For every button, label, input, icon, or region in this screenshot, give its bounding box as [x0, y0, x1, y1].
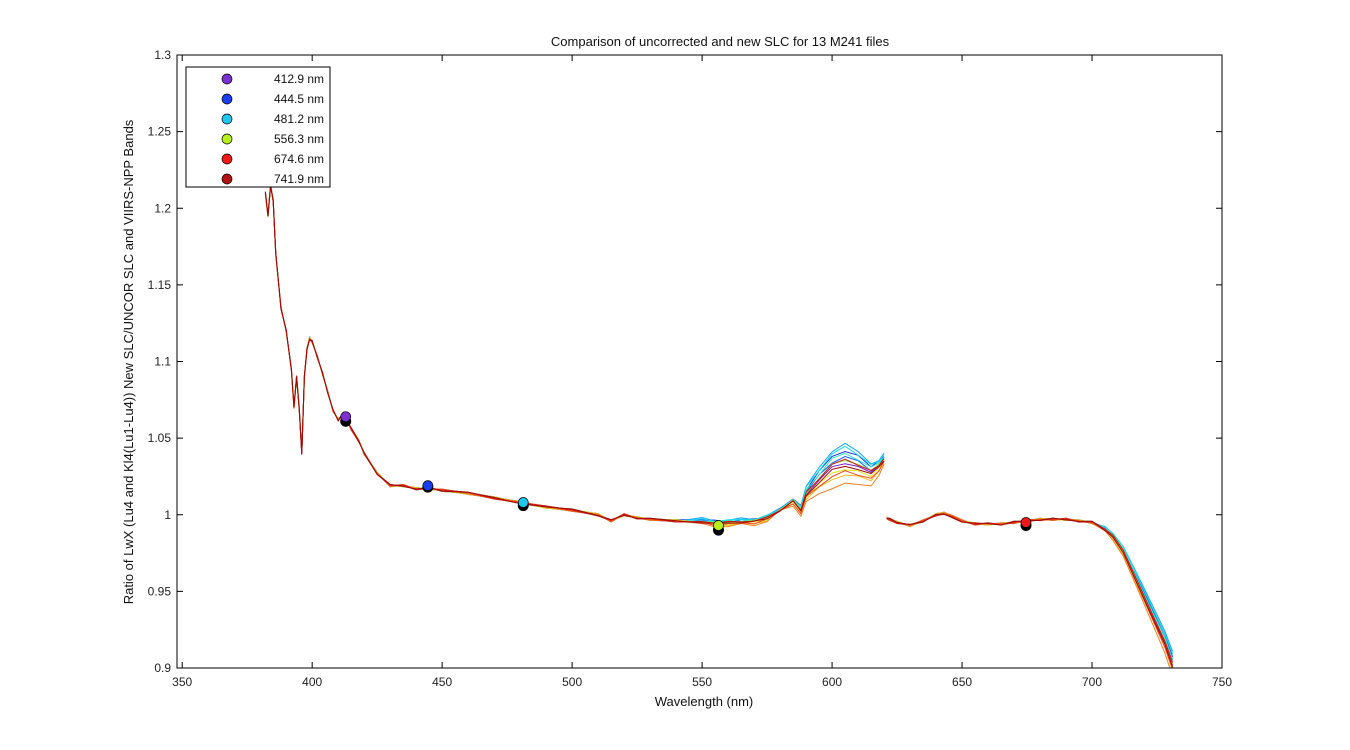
- legend-marker: [221, 133, 233, 145]
- legend-box: [185, 66, 331, 188]
- x-axis-label: Wavelength (nm): [655, 694, 754, 709]
- x-tick-label: 700: [1082, 675, 1102, 689]
- band-markers: [340, 411, 1032, 536]
- legend-label: 674.6 nm: [274, 152, 324, 166]
- x-tick-label: 500: [562, 675, 582, 689]
- legend-marker: [221, 173, 233, 185]
- x-tick-label: 750: [1212, 675, 1232, 689]
- legend-marker: [221, 113, 233, 125]
- y-tick-label: 1.25: [148, 125, 172, 139]
- band-marker: [340, 411, 352, 423]
- x-axis: 350 400 450 500 550 600 650 700 750: [172, 55, 1232, 689]
- x-tick-label: 550: [692, 675, 712, 689]
- x-tick-label: 650: [952, 675, 972, 689]
- band-marker: [1020, 517, 1032, 528]
- y-tick-label: 1.3: [154, 48, 171, 62]
- y-axis-label: Ratio of LwX (Lu4 and Kl4(Lu1-Lu4)) New …: [121, 119, 136, 604]
- band-marker: [422, 480, 434, 491]
- y-tick-label: 1.1: [154, 355, 171, 369]
- y-tick-label: 1.05: [148, 431, 172, 445]
- y-tick-label: 0.9: [154, 661, 171, 675]
- y-tick-label: 1.2: [154, 201, 171, 215]
- legend-marker: [221, 93, 233, 105]
- chart-title: Comparison of uncorrected and new SLC fo…: [551, 34, 890, 49]
- y-tick-label: 1.15: [148, 278, 172, 292]
- legend-label: 741.9 nm: [274, 172, 324, 186]
- y-tick-label: 0.95: [148, 584, 172, 598]
- x-tick-label: 400: [302, 675, 322, 689]
- y-tick-label: 1: [164, 508, 171, 522]
- x-tick-label: 350: [172, 675, 192, 689]
- legend-marker: [221, 73, 233, 85]
- band-marker: [517, 497, 529, 508]
- x-tick-label: 600: [822, 675, 842, 689]
- legend-label: 481.2 nm: [274, 112, 324, 126]
- y-axis: 0.9 0.95 1 1.05 1.1 1.15 1.2 1.25 1.3: [148, 48, 1222, 675]
- legend: 412.9 nm 444.5 nm 481.2 nm 556.3 nm 674.6 nm…: [185, 66, 331, 188]
- x-tick-label: 450: [432, 675, 452, 689]
- legend-label: 444.5 nm: [274, 92, 324, 106]
- band-marker: [713, 520, 724, 531]
- legend-label: 412.9 nm: [274, 72, 324, 86]
- legend-label: 556.3 nm: [274, 132, 324, 146]
- legend-marker: [221, 153, 233, 165]
